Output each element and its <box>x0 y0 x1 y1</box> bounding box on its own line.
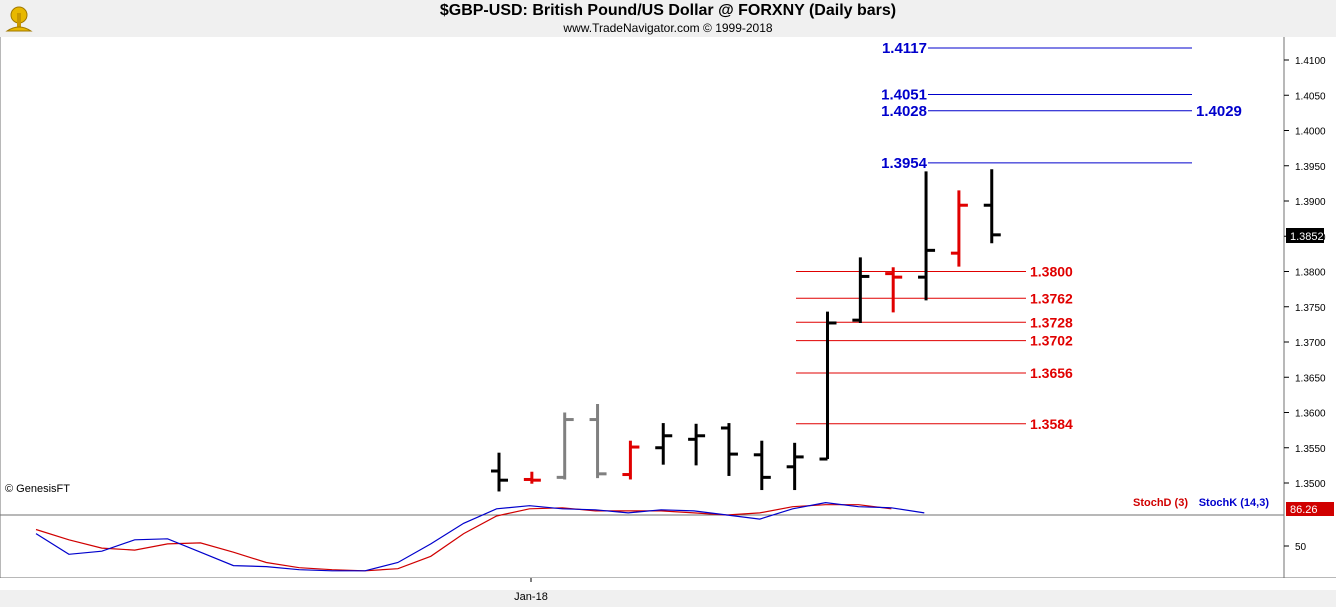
price-tick-label: 1.3950 <box>1295 162 1326 173</box>
blue-level-label: 1.4051 <box>881 87 927 104</box>
red-level-label: 1.3800 <box>1030 264 1073 280</box>
trade-navigator-logo <box>3 3 35 35</box>
chart-subtitle: www.TradeNavigator.com © 1999-2018 <box>563 21 773 35</box>
ohlc-bar <box>589 404 607 479</box>
ohlc-bar <box>622 440 640 480</box>
ohlc-bar <box>491 452 508 492</box>
price-tick-label: 1.3800 <box>1295 268 1326 279</box>
red-level-label: 1.3702 <box>1030 333 1073 349</box>
ohlc-bar <box>720 423 738 476</box>
price-bars <box>491 169 1001 492</box>
ohlc-bar <box>786 442 804 491</box>
ohlc-bar <box>983 169 1001 244</box>
last-price-box <box>1286 228 1324 243</box>
ohlc-bar <box>885 267 903 313</box>
stoch-d-legend: StochD (3) <box>1133 497 1188 509</box>
genesis-watermark: © GenesisFT <box>5 483 70 495</box>
red-level-label: 1.3656 <box>1030 365 1073 381</box>
price-tick-label: 1.3650 <box>1295 373 1326 384</box>
red-level-label: 1.3728 <box>1030 314 1073 330</box>
price-tick-label: 1.3600 <box>1295 409 1326 420</box>
stoch-last-box <box>1286 502 1334 516</box>
stoch-tick-label: 50 <box>1295 542 1307 553</box>
price-tick-label: 1.4050 <box>1295 91 1326 102</box>
blue-level-extra-label: 1.4029 <box>1196 103 1242 120</box>
ohlc-bar <box>523 471 541 484</box>
price-axis: 1.41001.40501.40001.39501.39001.38501.38… <box>1284 56 1326 490</box>
price-tick-label: 1.3700 <box>1295 338 1326 349</box>
ohlc-bar <box>918 171 936 301</box>
ohlc-bar <box>819 311 837 461</box>
ohlc-bar <box>753 440 771 491</box>
stoch-last-label: 86.26 <box>1290 504 1318 516</box>
last-price-label: 1.3852 <box>1290 231 1324 243</box>
x-axis-label: Jan-18 <box>514 591 548 603</box>
blue-level-label: 1.4117 <box>882 40 927 57</box>
price-tick-label: 1.3500 <box>1295 479 1326 490</box>
price-tick-label: 1.3750 <box>1295 303 1326 314</box>
chart-title: $GBP-USD: British Pound/US Dollar @ FORX… <box>439 2 897 19</box>
ohlc-bar <box>688 423 706 466</box>
price-tick-label: 1.4100 <box>1295 56 1326 67</box>
blue-level-label: 1.3954 <box>881 155 928 172</box>
chart-header: $GBP-USD: British Pound/US Dollar @ FORX… <box>0 0 1336 37</box>
price-tick-label: 1.3900 <box>1295 197 1326 208</box>
red-level-label: 1.3762 <box>1030 290 1073 306</box>
blue-level-label: 1.4028 <box>881 103 927 120</box>
ohlc-bar <box>556 412 574 480</box>
ohlc-bar <box>655 423 673 465</box>
price-tick-label: 1.3550 <box>1295 444 1326 455</box>
stochastic-panel: 50 <box>35 501 1307 572</box>
stoch-k-line <box>35 501 925 572</box>
red-level-label: 1.3584 <box>1030 416 1073 432</box>
ohlc-bar <box>950 190 968 267</box>
stoch-k-legend: StochK (14,3) <box>1199 497 1270 509</box>
price-tick-label: 1.4000 <box>1295 127 1326 138</box>
ohlc-bar <box>852 257 870 323</box>
